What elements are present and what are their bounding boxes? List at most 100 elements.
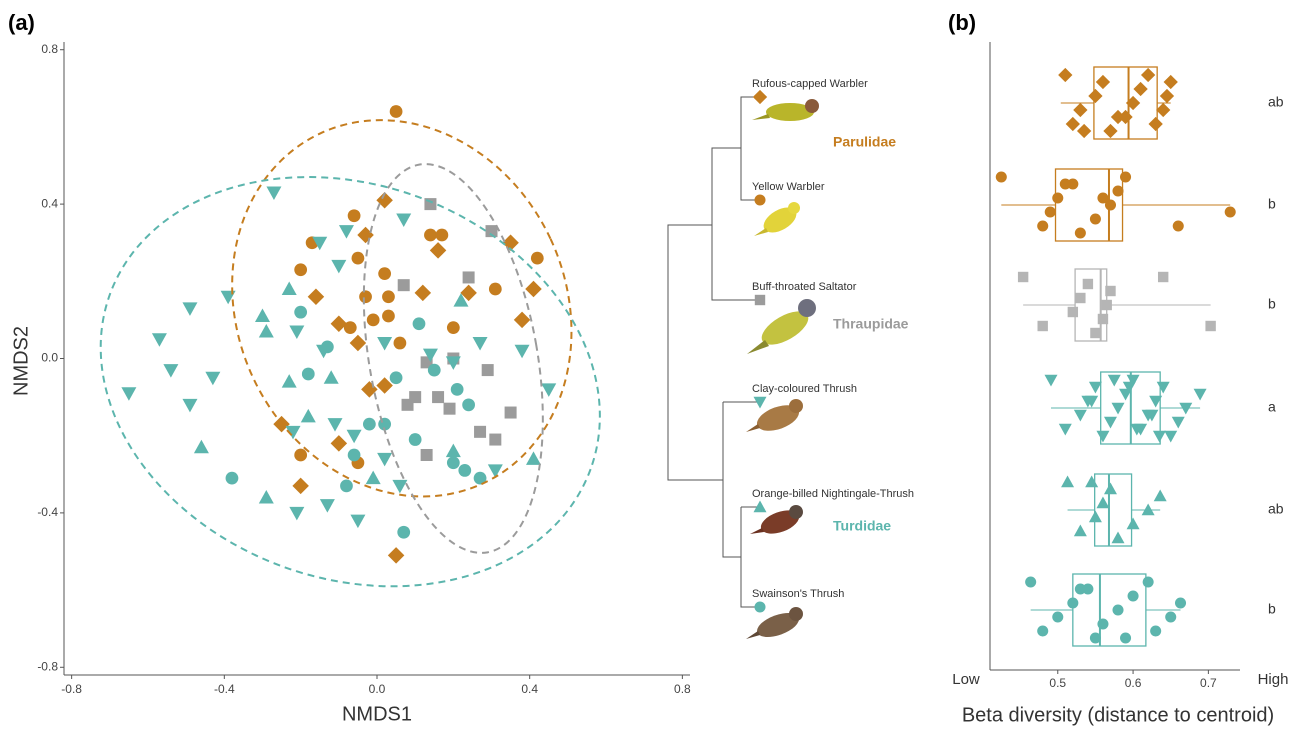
point — [1205, 321, 1215, 331]
point — [396, 214, 411, 228]
point — [392, 480, 407, 494]
point — [1075, 293, 1085, 303]
point — [1112, 604, 1123, 615]
significance-letter: ab — [1268, 94, 1284, 110]
point — [182, 302, 197, 316]
point — [328, 418, 343, 432]
point — [388, 547, 405, 564]
point — [324, 370, 339, 384]
point — [402, 399, 414, 411]
point — [350, 515, 365, 529]
point — [359, 290, 372, 303]
point — [1153, 431, 1166, 443]
point — [1098, 314, 1108, 324]
point — [482, 364, 494, 376]
family-label: Thraupidae — [833, 316, 909, 332]
point — [451, 383, 464, 396]
point — [1082, 583, 1093, 594]
point — [436, 229, 449, 242]
point — [378, 267, 391, 280]
point — [514, 312, 531, 329]
point — [1044, 375, 1057, 387]
significance-letter: a — [1268, 399, 1276, 415]
point — [1141, 68, 1155, 82]
x-tick-label: 0.8 — [674, 682, 691, 696]
point — [1058, 68, 1072, 82]
point — [1164, 431, 1177, 443]
significance-letter: b — [1268, 296, 1276, 312]
point — [1225, 206, 1236, 217]
point — [1164, 75, 1178, 89]
point — [331, 435, 348, 452]
point — [367, 314, 380, 327]
y-tick-label: -0.4 — [37, 505, 58, 519]
point — [390, 105, 403, 118]
point — [1149, 117, 1163, 131]
point — [182, 399, 197, 413]
point — [444, 403, 456, 415]
point — [1158, 272, 1168, 282]
point — [996, 171, 1007, 182]
point — [1143, 576, 1154, 587]
axis-end-label: Low — [952, 671, 980, 688]
point — [1127, 518, 1140, 530]
point — [1025, 576, 1036, 587]
point — [1083, 279, 1093, 289]
point — [1037, 625, 1048, 636]
point — [282, 374, 297, 388]
tip-marker — [754, 601, 765, 612]
point — [1037, 220, 1048, 231]
point — [259, 490, 274, 504]
y-tick-label: 0.8 — [41, 42, 58, 56]
point — [259, 324, 274, 338]
point — [1194, 389, 1207, 401]
point — [1067, 597, 1078, 608]
phylogeny — [668, 97, 757, 607]
point — [1102, 300, 1112, 310]
point — [409, 433, 422, 446]
point — [1105, 286, 1115, 296]
point — [377, 337, 392, 351]
y-tick-label: 0.4 — [41, 196, 58, 210]
point — [377, 453, 392, 467]
tip-marker — [753, 90, 767, 104]
point — [1112, 185, 1123, 196]
point — [339, 225, 354, 239]
point — [286, 426, 301, 440]
point — [1133, 82, 1147, 96]
point — [421, 449, 433, 461]
point — [1088, 89, 1102, 103]
point — [366, 471, 381, 485]
point — [1066, 117, 1080, 131]
point — [1108, 375, 1121, 387]
point — [340, 479, 353, 492]
significance-letter: b — [1268, 196, 1276, 212]
point — [515, 345, 530, 359]
point — [363, 418, 376, 431]
tip-marker — [754, 194, 765, 205]
species-label: Swainson's Thrush — [752, 588, 844, 600]
point — [398, 279, 410, 291]
point — [1096, 75, 1110, 89]
point — [266, 187, 281, 201]
panel-label: (a) — [8, 10, 35, 35]
point — [255, 309, 270, 323]
point — [1096, 497, 1109, 509]
point — [205, 372, 220, 386]
point — [1059, 424, 1072, 436]
species-label: Yellow Warbler — [752, 181, 825, 193]
point — [1142, 504, 1155, 516]
point — [1097, 618, 1108, 629]
point — [1089, 382, 1102, 394]
species-label: Rufous-capped Warbler — [752, 78, 868, 90]
point — [163, 364, 178, 378]
x-axis-label: NMDS1 — [342, 703, 412, 725]
point — [526, 451, 541, 465]
tip-marker — [754, 501, 767, 513]
point — [294, 306, 307, 319]
point — [1090, 213, 1101, 224]
significance-letter: b — [1268, 601, 1276, 617]
tip-marker — [755, 295, 765, 305]
point — [447, 321, 460, 334]
species-label: Buff-throated Saltator — [752, 281, 857, 293]
